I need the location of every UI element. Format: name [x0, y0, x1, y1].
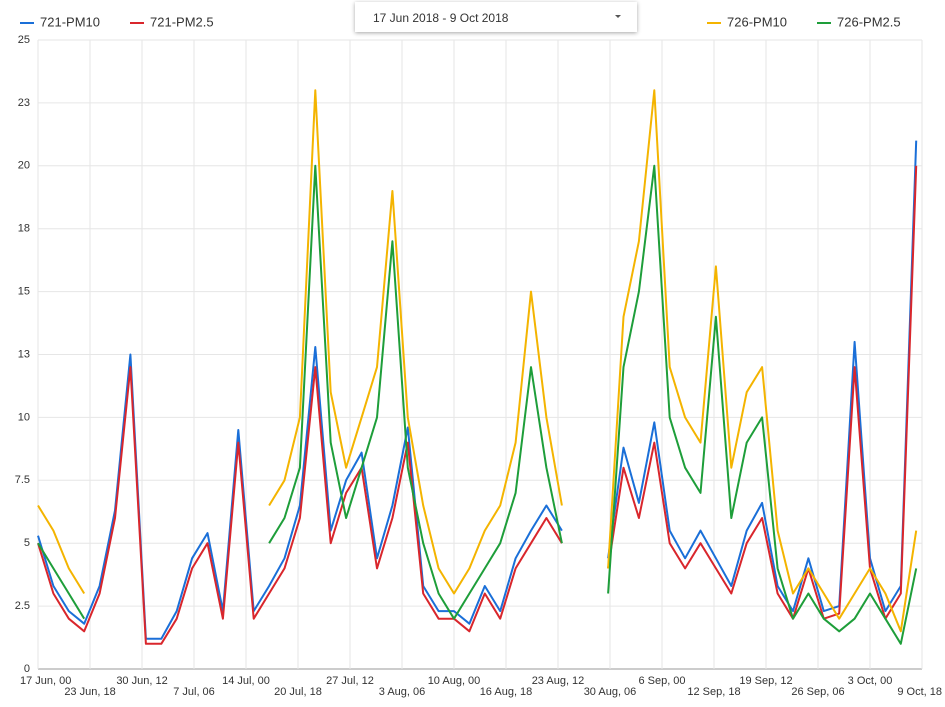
series-line	[37, 89, 918, 633]
x-tick-label: 10 Aug, 00	[428, 675, 481, 687]
dropdown-arrow	[615, 15, 621, 18]
y-tick-label: 5	[24, 537, 30, 549]
date-range-label: 17 Jun 2018 - 9 Oct 2018	[373, 11, 509, 25]
x-tick-label: 3 Aug, 06	[379, 686, 426, 698]
legend-label: 726-PM2.5	[837, 14, 901, 29]
date-range-picker[interactable]: 17 Jun 2018 - 9 Oct 2018	[355, 2, 637, 32]
y-tick-label: 0	[24, 663, 30, 675]
y-tick-label: 13	[18, 348, 30, 360]
y-tick-label: 23	[18, 97, 30, 109]
x-tick-label: 23 Aug, 12	[532, 675, 585, 687]
x-tick-label: 23 Jun, 18	[64, 686, 115, 698]
series-line	[37, 164, 918, 645]
x-tick-label: 26 Sep, 06	[791, 686, 844, 698]
x-tick-label: 17 Jun, 00	[20, 675, 71, 687]
y-tick-label: 20	[18, 160, 30, 172]
y-tick-label: 2.5	[15, 600, 30, 612]
x-tick-label: 19 Sep, 12	[739, 675, 792, 687]
x-tick-label: 14 Jul, 00	[222, 675, 270, 687]
x-tick-label: 30 Aug, 06	[584, 686, 637, 698]
x-tick-label: 30 Jun, 12	[116, 675, 167, 687]
legend-label: 721-PM2.5	[150, 14, 214, 29]
x-tick-label: 9 Oct, 18	[897, 686, 942, 698]
legend-label: 721-PM10	[40, 14, 100, 29]
x-tick-label: 12 Sep, 18	[687, 686, 740, 698]
y-tick-label: 15	[18, 286, 30, 298]
x-tick-label: 6 Sep, 00	[638, 675, 685, 687]
y-tick-label: 10	[18, 411, 30, 423]
x-tick-label: 20 Jul, 18	[274, 686, 322, 698]
x-tick-label: 16 Aug, 18	[480, 686, 533, 698]
series-line	[37, 165, 918, 645]
y-tick-label: 18	[18, 223, 30, 235]
y-tick-label: 25	[18, 34, 30, 46]
y-tick-label: 7.5	[15, 474, 30, 486]
series-line	[37, 140, 918, 640]
legend-label: 726-PM10	[727, 14, 787, 29]
x-tick-label: 3 Oct, 00	[848, 675, 893, 687]
x-tick-label: 7 Jul, 06	[173, 686, 215, 698]
x-tick-label: 27 Jul, 12	[326, 675, 374, 687]
